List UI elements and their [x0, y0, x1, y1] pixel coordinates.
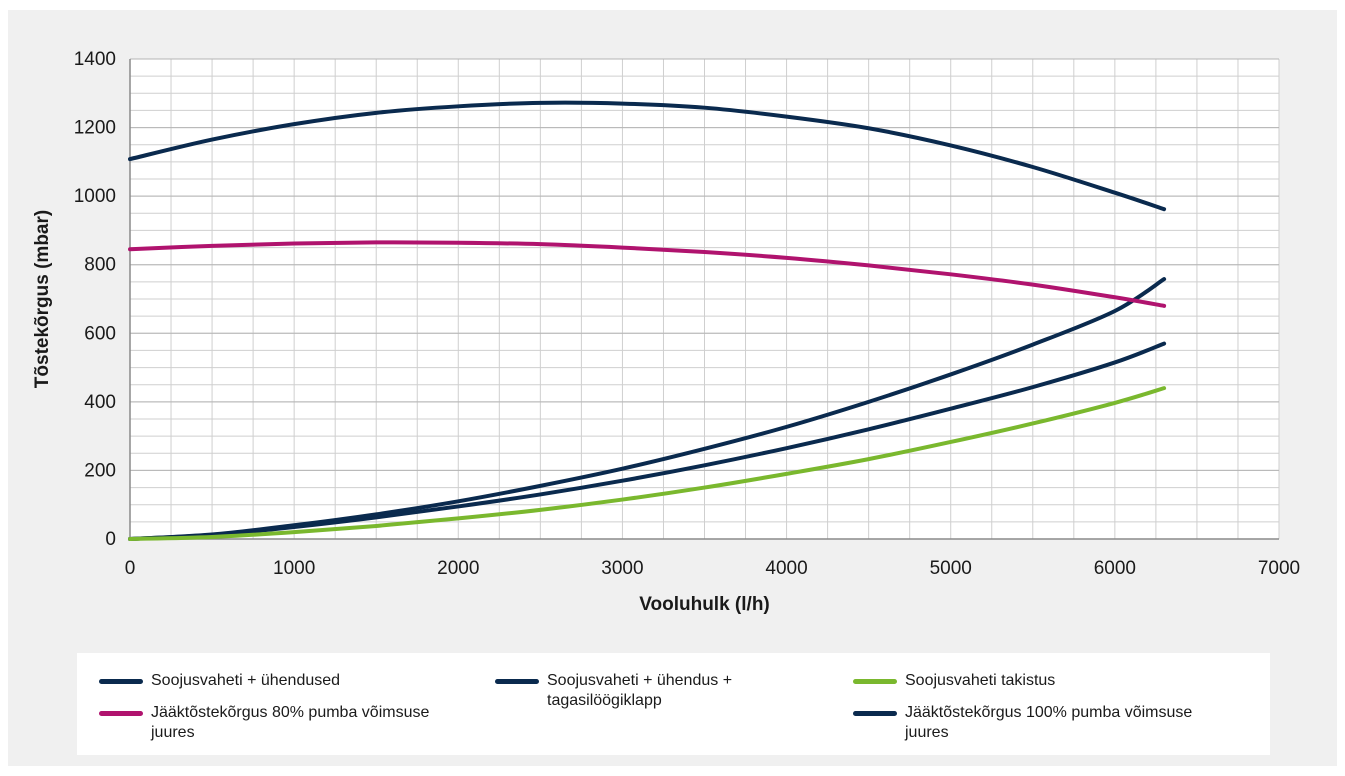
legend-swatch: [853, 711, 897, 716]
x-tick-label: 4000: [765, 558, 807, 579]
grid: [129, 58, 1280, 540]
legend-label: Jääktõstekõrgus 80% pumba võimsuse juure…: [151, 704, 430, 741]
legend-label: Soojusvaheti + ühendused: [151, 672, 341, 689]
x-tick-label: 6000: [1094, 558, 1136, 579]
legend-label: Soojusvaheti + ühendus + tagasilöögiklap…: [547, 672, 733, 709]
legend-label: Soojusvaheti takistus: [905, 672, 1056, 689]
legend-swatch: [99, 679, 143, 684]
legend-label: Jääktõstekõrgus 100% pumba võimsuse juur…: [905, 704, 1193, 741]
x-tick-label: 2000: [437, 558, 479, 579]
tick-labels: 0 1000 2000 3000 4000 5000 6000 7000 0 200 400 600 8…: [74, 49, 1300, 579]
legend-swatch: [495, 679, 539, 684]
legend-item: Soojusvaheti takistus: [853, 671, 1233, 691]
x-axis-title: Vooluhulk (l/h): [639, 594, 770, 615]
chart-svg: 0 1000 2000 3000 4000 5000 6000 7000 0 200 400 600 8…: [32, 49, 1300, 615]
y-tick-label: 1000: [74, 186, 116, 207]
y-tick-label: 1400: [74, 49, 116, 70]
series-line: [128, 240, 1167, 308]
x-tick-label: 1000: [273, 558, 315, 579]
x-tick-label: 5000: [930, 558, 972, 579]
y-axis-title: Tõstekõrgus (mbar): [32, 210, 53, 388]
x-tick-label: 3000: [601, 558, 643, 579]
y-tick-label: 400: [84, 392, 116, 413]
y-tick-label: 200: [84, 460, 116, 481]
legend-item: Jääktõstekõrgus 80% pumba võimsuse juure…: [99, 703, 459, 743]
series-line: [128, 386, 1167, 541]
legend-item: Jääktõstekõrgus 100% pumba võimsuse juur…: [853, 703, 1233, 743]
y-tick-label: 1200: [74, 118, 116, 139]
legend: Soojusvaheti + ühendused Soojusvaheti + …: [77, 653, 1270, 755]
series-lines: [128, 100, 1167, 541]
y-tick-label: 0: [105, 529, 116, 550]
chart-panel: 0 1000 2000 3000 4000 5000 6000 7000 0 200 400 600 8…: [8, 10, 1337, 766]
legend-swatch: [99, 711, 143, 716]
x-tick-label: 7000: [1258, 558, 1300, 579]
legend-swatch: [853, 679, 897, 684]
legend-item: Soojusvaheti + ühendused: [99, 671, 459, 691]
series-line: [128, 100, 1167, 212]
y-tick-label: 800: [84, 255, 116, 276]
legend-item: Soojusvaheti + ühendus + tagasilöögiklap…: [495, 671, 815, 711]
y-tick-label: 600: [84, 323, 116, 344]
series-line: [128, 341, 1167, 541]
x-tick-label: 0: [125, 558, 136, 579]
